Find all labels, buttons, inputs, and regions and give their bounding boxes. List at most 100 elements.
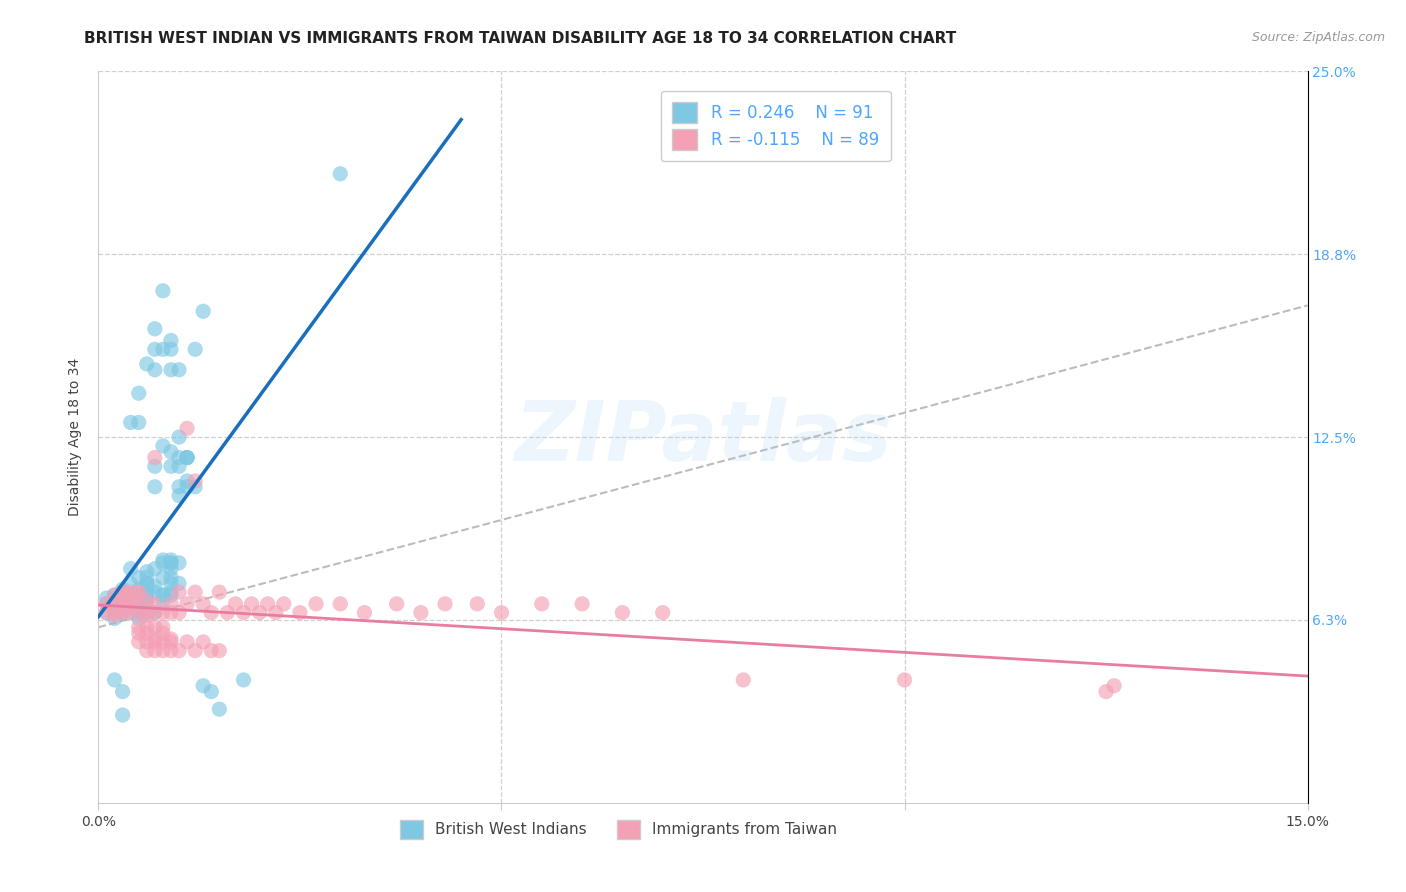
Point — [160, 585, 183, 599]
Point — [135, 357, 157, 371]
Point — [135, 620, 157, 634]
Point — [143, 635, 166, 649]
Point — [184, 480, 207, 494]
Point — [491, 606, 513, 620]
Point — [103, 608, 125, 623]
Point — [128, 611, 150, 625]
Point — [143, 459, 166, 474]
Point — [111, 585, 134, 599]
Point — [240, 597, 263, 611]
Point — [111, 603, 134, 617]
Point — [200, 606, 222, 620]
Point — [264, 606, 287, 620]
Point — [128, 582, 150, 597]
Point — [193, 304, 215, 318]
Point — [135, 608, 157, 623]
Point — [135, 606, 157, 620]
Point — [103, 611, 125, 625]
Point — [224, 597, 246, 611]
Point — [571, 597, 593, 611]
Point — [96, 597, 118, 611]
Point — [152, 284, 174, 298]
Point — [160, 606, 183, 620]
Point — [184, 343, 207, 357]
Point — [135, 626, 157, 640]
Point — [152, 620, 174, 634]
Point — [111, 599, 134, 614]
Point — [103, 673, 125, 687]
Point — [96, 597, 118, 611]
Point — [200, 643, 222, 657]
Point — [273, 597, 295, 611]
Point — [96, 606, 118, 620]
Point — [167, 489, 190, 503]
Point — [143, 579, 166, 593]
Point — [167, 576, 190, 591]
Point — [135, 635, 157, 649]
Point — [152, 635, 174, 649]
Point — [152, 606, 174, 620]
Point — [152, 343, 174, 357]
Point — [160, 553, 183, 567]
Point — [143, 632, 166, 646]
Point — [160, 643, 183, 657]
Point — [135, 570, 157, 584]
Point — [128, 635, 150, 649]
Point — [193, 635, 215, 649]
Point — [160, 343, 183, 357]
Point — [167, 643, 190, 657]
Point — [152, 570, 174, 584]
Point — [167, 606, 190, 620]
Point — [103, 597, 125, 611]
Point — [176, 421, 198, 435]
Point — [128, 386, 150, 401]
Point — [232, 606, 254, 620]
Point — [184, 643, 207, 657]
Point — [135, 576, 157, 591]
Point — [176, 450, 198, 465]
Point — [152, 643, 174, 657]
Point — [128, 603, 150, 617]
Point — [612, 606, 634, 620]
Point — [111, 597, 134, 611]
Point — [120, 597, 142, 611]
Point — [128, 626, 150, 640]
Point — [103, 588, 125, 602]
Point — [1102, 679, 1125, 693]
Point — [200, 684, 222, 698]
Point — [893, 673, 915, 687]
Point — [167, 450, 190, 465]
Point — [184, 585, 207, 599]
Point — [128, 588, 150, 602]
Point — [167, 556, 190, 570]
Point — [135, 591, 157, 605]
Point — [120, 606, 142, 620]
Point — [651, 606, 673, 620]
Point — [103, 588, 125, 602]
Text: Source: ZipAtlas.com: Source: ZipAtlas.com — [1251, 31, 1385, 45]
Point — [208, 643, 231, 657]
Text: ZIPatlas: ZIPatlas — [515, 397, 891, 477]
Point — [120, 562, 142, 576]
Point — [409, 606, 432, 620]
Point — [128, 416, 150, 430]
Point — [135, 594, 157, 608]
Point — [128, 606, 150, 620]
Point — [128, 606, 150, 620]
Y-axis label: Disability Age 18 to 34: Disability Age 18 to 34 — [69, 358, 83, 516]
Point — [385, 597, 408, 611]
Point — [353, 606, 375, 620]
Point — [152, 588, 174, 602]
Point — [135, 606, 157, 620]
Point — [143, 585, 166, 599]
Point — [128, 585, 150, 599]
Point — [128, 588, 150, 602]
Point — [160, 556, 183, 570]
Point — [167, 585, 190, 599]
Point — [111, 606, 134, 620]
Point — [120, 416, 142, 430]
Point — [152, 553, 174, 567]
Point — [120, 594, 142, 608]
Point — [329, 597, 352, 611]
Point — [143, 620, 166, 634]
